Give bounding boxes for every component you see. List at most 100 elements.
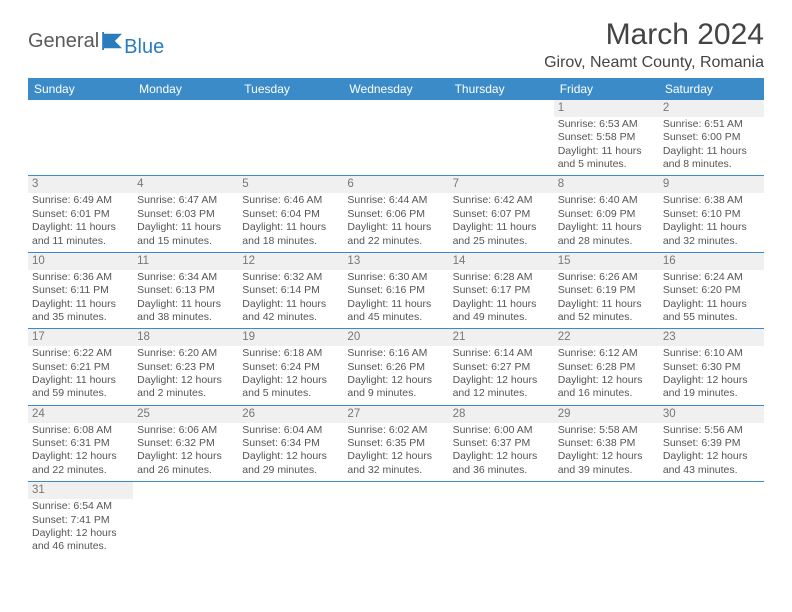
daylight-line: Daylight: 12 hours and 39 minutes. [558,450,643,475]
calendar-cell: 10Sunrise: 6:36 AMSunset: 6:11 PMDayligh… [28,252,133,328]
sunset-line: Sunset: 6:27 PM [453,361,531,373]
sunset-line: Sunset: 6:17 PM [453,284,531,296]
calendar-cell: 27Sunrise: 6:02 AMSunset: 6:35 PMDayligh… [343,405,448,481]
calendar-cell: 8Sunrise: 6:40 AMSunset: 6:09 PMDaylight… [554,176,659,252]
day-number: 24 [28,406,133,423]
day-number: 22 [554,329,659,346]
calendar-cell: 26Sunrise: 6:04 AMSunset: 6:34 PMDayligh… [238,405,343,481]
sunrise-line: Sunrise: 5:58 AM [558,424,638,436]
calendar-cell: 13Sunrise: 6:30 AMSunset: 6:16 PMDayligh… [343,252,448,328]
sunset-line: Sunset: 6:30 PM [663,361,741,373]
sunset-line: Sunset: 6:13 PM [137,284,215,296]
sunset-line: Sunset: 6:35 PM [347,437,425,449]
sunset-line: Sunset: 6:21 PM [32,361,110,373]
calendar-body: .....1Sunrise: 6:53 AMSunset: 5:58 PMDay… [28,100,764,558]
calendar-header-row: SundayMondayTuesdayWednesdayThursdayFrid… [28,78,764,100]
day-number: 10 [28,253,133,270]
daylight-line: Daylight: 12 hours and 43 minutes. [663,450,748,475]
daylight-line: Daylight: 12 hours and 9 minutes. [347,374,432,399]
daylight-line: Daylight: 12 hours and 32 minutes. [347,450,432,475]
sunrise-line: Sunrise: 6:22 AM [32,347,112,359]
daylight-line: Daylight: 12 hours and 22 minutes. [32,450,117,475]
sunrise-line: Sunrise: 6:06 AM [137,424,217,436]
calendar-row: .....1Sunrise: 6:53 AMSunset: 5:58 PMDay… [28,100,764,176]
calendar-cell: 4Sunrise: 6:47 AMSunset: 6:03 PMDaylight… [133,176,238,252]
sunrise-line: Sunrise: 6:34 AM [137,271,217,283]
calendar-cell: 23Sunrise: 6:10 AMSunset: 6:30 PMDayligh… [659,329,764,405]
calendar-cell-empty: . [554,482,659,558]
day-number: 15 [554,253,659,270]
header: General Blue March 2024 Girov, Neamt Cou… [28,18,764,72]
calendar-cell: 6Sunrise: 6:44 AMSunset: 6:06 PMDaylight… [343,176,448,252]
daylight-line: Daylight: 11 hours and 22 minutes. [347,221,431,246]
calendar-cell: 21Sunrise: 6:14 AMSunset: 6:27 PMDayligh… [449,329,554,405]
day-number: 16 [659,253,764,270]
daylight-line: Daylight: 12 hours and 29 minutes. [242,450,327,475]
calendar-cell-empty: . [449,100,554,176]
calendar-cell: 7Sunrise: 6:42 AMSunset: 6:07 PMDaylight… [449,176,554,252]
sunrise-line: Sunrise: 6:46 AM [242,194,322,206]
day-number: 12 [238,253,343,270]
sunset-line: Sunset: 6:39 PM [663,437,741,449]
logo-text-general: General [28,30,99,53]
daylight-line: Daylight: 11 hours and 38 minutes. [137,298,221,323]
title-block: March 2024 Girov, Neamt County, Romania [544,18,764,72]
day-number: 18 [133,329,238,346]
daylight-line: Daylight: 12 hours and 36 minutes. [453,450,538,475]
sunrise-line: Sunrise: 6:24 AM [663,271,743,283]
calendar-cell-empty: . [133,482,238,558]
day-number: 21 [449,329,554,346]
calendar-cell: 31Sunrise: 6:54 AMSunset: 7:41 PMDayligh… [28,482,133,558]
day-number: 9 [659,176,764,193]
calendar-cell-empty: . [449,482,554,558]
daylight-line: Daylight: 12 hours and 46 minutes. [32,527,117,552]
day-number: 1 [554,100,659,117]
day-number: 5 [238,176,343,193]
daylight-line: Daylight: 12 hours and 19 minutes. [663,374,748,399]
sunrise-line: Sunrise: 6:18 AM [242,347,322,359]
sunrise-line: Sunrise: 6:47 AM [137,194,217,206]
calendar-cell-empty: . [238,482,343,558]
daylight-line: Daylight: 12 hours and 5 minutes. [242,374,327,399]
sunrise-line: Sunrise: 6:16 AM [347,347,427,359]
day-number: 29 [554,406,659,423]
sunrise-line: Sunrise: 6:12 AM [558,347,638,359]
day-number: 6 [343,176,448,193]
calendar-cell: 20Sunrise: 6:16 AMSunset: 6:26 PMDayligh… [343,329,448,405]
calendar-cell-empty: . [28,100,133,176]
sunrise-line: Sunrise: 6:51 AM [663,118,743,130]
day-number: 23 [659,329,764,346]
daylight-line: Daylight: 11 hours and 59 minutes. [32,374,116,399]
sunset-line: Sunset: 6:34 PM [242,437,320,449]
daylight-line: Daylight: 11 hours and 15 minutes. [137,221,221,246]
calendar-cell-empty: . [659,482,764,558]
calendar-cell: 14Sunrise: 6:28 AMSunset: 6:17 PMDayligh… [449,252,554,328]
daylight-line: Daylight: 12 hours and 12 minutes. [453,374,538,399]
sunset-line: Sunset: 6:14 PM [242,284,320,296]
calendar-cell: 2Sunrise: 6:51 AMSunset: 6:00 PMDaylight… [659,100,764,176]
sunset-line: Sunset: 6:38 PM [558,437,636,449]
sunrise-line: Sunrise: 6:30 AM [347,271,427,283]
daylight-line: Daylight: 12 hours and 16 minutes. [558,374,643,399]
sunset-line: Sunset: 6:20 PM [663,284,741,296]
sunrise-line: Sunrise: 5:56 AM [663,424,743,436]
day-number: 30 [659,406,764,423]
day-number: 31 [28,482,133,499]
sunset-line: Sunset: 6:37 PM [453,437,531,449]
daylight-line: Daylight: 11 hours and 42 minutes. [242,298,326,323]
calendar-row: 31Sunrise: 6:54 AMSunset: 7:41 PMDayligh… [28,482,764,558]
logo-text-blue: Blue [124,36,164,59]
sunset-line: Sunset: 6:23 PM [137,361,215,373]
sunrise-line: Sunrise: 6:02 AM [347,424,427,436]
calendar-cell: 19Sunrise: 6:18 AMSunset: 6:24 PMDayligh… [238,329,343,405]
calendar-table: SundayMondayTuesdayWednesdayThursdayFrid… [28,78,764,558]
sunrise-line: Sunrise: 6:42 AM [453,194,533,206]
calendar-cell: 25Sunrise: 6:06 AMSunset: 6:32 PMDayligh… [133,405,238,481]
calendar-cell: 9Sunrise: 6:38 AMSunset: 6:10 PMDaylight… [659,176,764,252]
sunset-line: Sunset: 5:58 PM [558,131,636,143]
calendar-row: 17Sunrise: 6:22 AMSunset: 6:21 PMDayligh… [28,329,764,405]
sunset-line: Sunset: 6:11 PM [32,284,109,296]
month-title: March 2024 [544,18,764,52]
daylight-line: Daylight: 11 hours and 5 minutes. [558,145,642,170]
day-number: 19 [238,329,343,346]
